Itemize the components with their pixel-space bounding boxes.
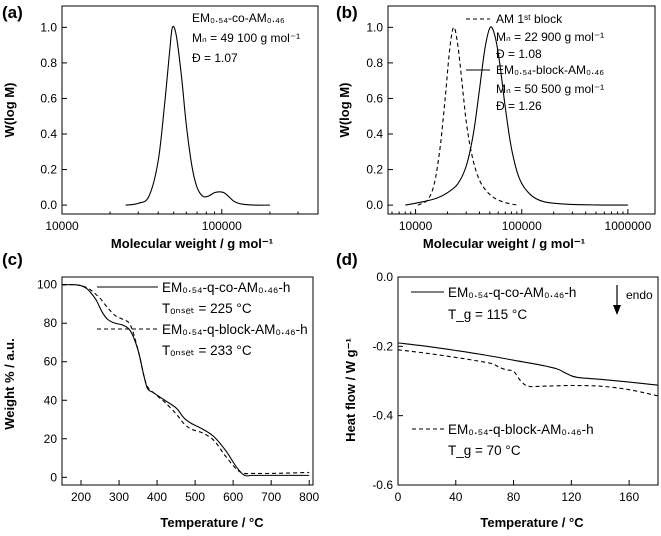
panel-c-y-tick-label: 40 bbox=[44, 393, 58, 407]
panel-a-mn: Mₙ = 49 100 g mol⁻¹ bbox=[192, 31, 300, 45]
panel-c-x-tick-label: 700 bbox=[261, 490, 281, 504]
panel-d-x-tick-label: 40 bbox=[449, 490, 463, 504]
panel-c-label: (c) bbox=[2, 250, 23, 269]
panel-b-label: (b) bbox=[336, 3, 358, 22]
panel-b-series-2-line bbox=[405, 26, 628, 206]
panel-a-x-tick-label: 100000 bbox=[202, 219, 242, 233]
panel-b-y-tick-label: 0.2 bbox=[366, 163, 383, 177]
panel-b-legend-mn-1: Mₙ = 22 900 g mol⁻¹ bbox=[496, 30, 604, 44]
panel-b-y-tick-label: 0.8 bbox=[366, 56, 383, 70]
panel-d-axes: 0 40 80 120 160 0.0 -0.2 -0.4 -0.6 bbox=[372, 270, 659, 504]
panel-b-legend-label-2: EM₀.₅₄-block-AM₀.₄₆ bbox=[496, 63, 604, 77]
panel-a-y-tick-label: 0.2 bbox=[40, 163, 57, 177]
panel-a-y-tick-label: 1.0 bbox=[40, 20, 57, 34]
panel-b-legend-dispersity-2: Đ = 1.26 bbox=[496, 99, 542, 113]
panel-a-y-tick-label: 0.6 bbox=[40, 91, 57, 105]
panel-c: (c) 200 300 400 500 600 700 800 0 20 40 60 80 100 EM… bbox=[2, 250, 320, 530]
panel-a-frame bbox=[61, 5, 319, 215]
panel-d-y-tick-label: -0.6 bbox=[372, 478, 393, 492]
panel-a-label: (a) bbox=[2, 3, 23, 22]
panel-c-y-tick-label: 0 bbox=[50, 470, 57, 484]
panel-a-x-tick-label: 10000 bbox=[45, 219, 79, 233]
panel-d-y-tick-label: -0.4 bbox=[372, 409, 393, 423]
panel-c-legend-label-2: EM₀.₅₄-q-block-AM₀.₄₆-h bbox=[162, 322, 308, 337]
panel-d-y-tick-label: 0.0 bbox=[376, 270, 393, 284]
panel-b: (b) 10000 100000 1000000 0.0 0.2 0.4 0.6 0.8 1.0… bbox=[336, 3, 656, 251]
panel-c-x-tick-label: 500 bbox=[185, 490, 205, 504]
panel-c-y-tick-label: 20 bbox=[44, 432, 58, 446]
panel-b-x-tick-label: 100000 bbox=[502, 219, 542, 233]
panel-c-x-axis-title: Temperature / °C bbox=[160, 515, 264, 530]
panel-d-y-axis-title: Heat flow / W g⁻¹ bbox=[343, 338, 358, 442]
panel-d-series-1-line bbox=[397, 342, 659, 386]
panel-b-legend-mn-2: Mₙ = 50 500 g mol⁻¹ bbox=[496, 82, 604, 96]
panel-c-curves bbox=[61, 284, 310, 477]
panel-b-y-tick-label: 0.6 bbox=[366, 91, 383, 105]
panel-a-axes: 10000 100000 0.0 0.2 0.4 0.6 0.8 1.0 bbox=[40, 5, 319, 233]
panel-c-x-tick-label: 800 bbox=[299, 490, 319, 504]
panel-d-y-tick-label: -0.2 bbox=[372, 339, 393, 353]
endo-arrow-icon bbox=[613, 305, 621, 315]
panel-b-y-tick-label: 1.0 bbox=[366, 20, 383, 34]
panel-b-y-tick-label: 0.0 bbox=[366, 198, 383, 212]
panel-b-legend-label-1: AM 1ˢᵗ block bbox=[496, 12, 563, 26]
panel-d-x-tick-label: 0 bbox=[395, 490, 402, 504]
panel-d-x-axis-title: Temperature / °C bbox=[480, 515, 584, 530]
panel-c-y-tick-label: 100 bbox=[37, 278, 57, 292]
panel-c-x-tick-label: 200 bbox=[71, 490, 91, 504]
panel-d-legend-label-1: EM₀.₅₄-q-co-AM₀.₄₆-h bbox=[448, 285, 576, 300]
panel-b-curves bbox=[405, 26, 628, 206]
panel-d-frame bbox=[397, 276, 659, 486]
panel-c-y-tick-label: 60 bbox=[44, 355, 58, 369]
panel-b-legend-dispersity-1: Đ = 1.08 bbox=[496, 47, 542, 61]
panel-b-y-axis-title: W(log M) bbox=[337, 83, 352, 138]
panel-c-x-tick-label: 400 bbox=[147, 490, 167, 504]
panel-d-label: (d) bbox=[336, 250, 358, 269]
panel-a: (a) 10000 100000 0.0 0.2 0.4 0.6 0.8 1.0 EM₀.₅₄… bbox=[2, 3, 319, 251]
panel-a-y-tick-label: 0.8 bbox=[40, 56, 57, 70]
panel-d-x-tick-label: 160 bbox=[619, 490, 639, 504]
panel-a-x-axis-title: Molecular weight / g mol⁻¹ bbox=[111, 236, 273, 251]
panel-c-legend-onset-1: Tₒₙₛₑₜ = 225 °C bbox=[162, 301, 252, 316]
panel-a-series-1-line bbox=[125, 25, 270, 206]
panel-d-series-2-line bbox=[397, 349, 659, 397]
panel-c-series-1-line bbox=[61, 284, 310, 477]
endo-label: endo bbox=[626, 288, 653, 302]
panel-c-x-tick-label: 300 bbox=[109, 490, 129, 504]
panel-d-legend-label-2: EM₀.₅₄-q-block-AM₀.₄₆-h bbox=[448, 422, 594, 437]
panel-b-x-tick-label: 10000 bbox=[399, 219, 433, 233]
panel-c-x-tick-label: 600 bbox=[223, 490, 243, 504]
panel-d-legend-tg-2: T_g = 70 °C bbox=[448, 443, 521, 458]
panel-a-series-label: EM₀.₅₄-co-AM₀.₄₆ bbox=[192, 11, 285, 25]
panel-b-y-tick-label: 0.4 bbox=[366, 127, 383, 141]
panel-b-x-tick-label: 1000000 bbox=[605, 219, 652, 233]
panel-d-legend-tg-1: T_g = 115 °C bbox=[448, 307, 527, 322]
panel-c-y-tick-label: 80 bbox=[44, 316, 58, 330]
panel-d-x-tick-label: 80 bbox=[507, 490, 521, 504]
panel-a-y-tick-label: 0.4 bbox=[40, 127, 57, 141]
panel-a-curves bbox=[125, 25, 270, 206]
panel-d: (d) 0 40 80 120 160 0.0 -0.2 -0.4 -0.6 EM₀.₅₄-q-… bbox=[336, 250, 659, 530]
panel-b-x-axis-title: Molecular weight / g mol⁻¹ bbox=[423, 236, 585, 251]
panel-a-dispersity: Đ = 1.07 bbox=[192, 51, 238, 65]
panel-c-axes: 200 300 400 500 600 700 800 0 20 40 60 80 100 bbox=[37, 276, 320, 504]
panel-c-frame bbox=[61, 276, 314, 486]
panel-b-axes: 10000 100000 1000000 0.0 0.2 0.4 0.6 0.8 1.0 bbox=[366, 5, 656, 233]
panel-b-series-1-line bbox=[417, 26, 517, 206]
panel-c-legend-label-1: EM₀.₅₄-q-co-AM₀.₄₆-h bbox=[162, 280, 290, 295]
panel-a-y-axis-title: W(log M) bbox=[2, 83, 17, 138]
panel-a-y-tick-label: 0.0 bbox=[40, 198, 57, 212]
panel-d-curves bbox=[397, 342, 659, 397]
panel-c-y-axis-title: Weight % / a.u. bbox=[2, 338, 17, 430]
panel-c-legend-onset-2: Tₒₙₛₑₜ = 233 °C bbox=[162, 343, 252, 358]
panel-d-x-tick-label: 120 bbox=[561, 490, 581, 504]
